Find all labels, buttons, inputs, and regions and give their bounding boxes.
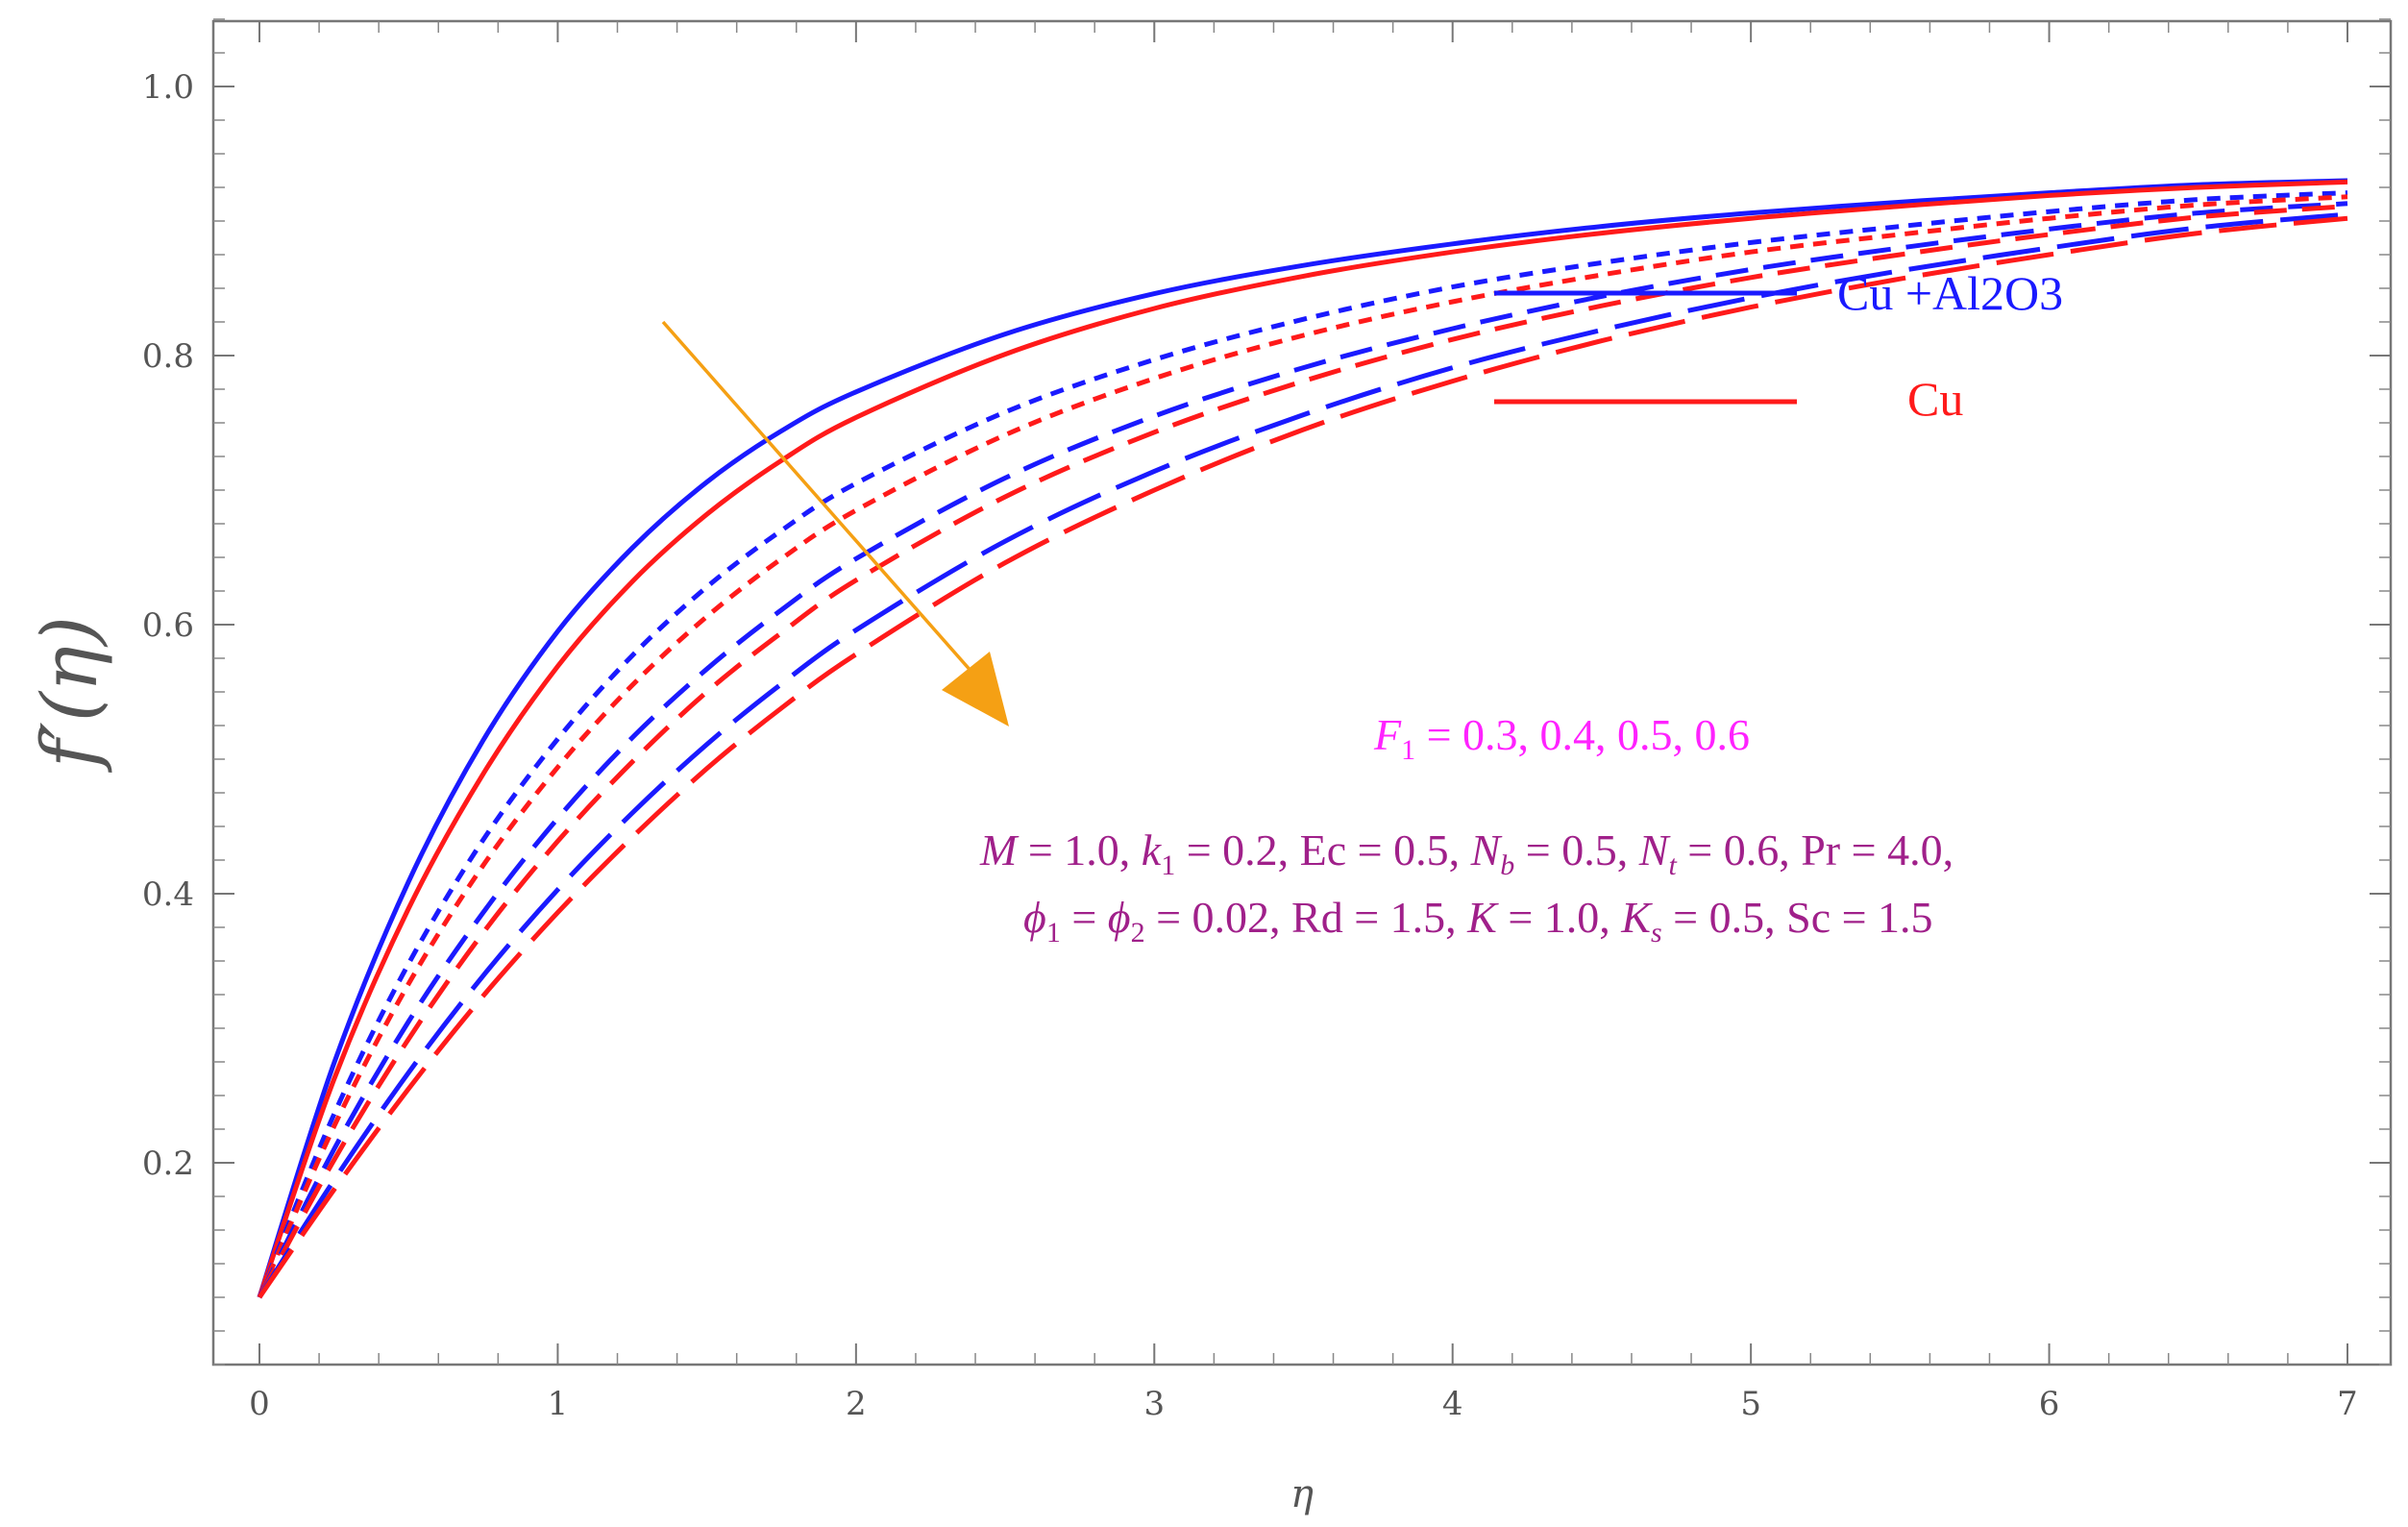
series-line-cu-f1-0-6 xyxy=(257,215,2348,1299)
x-tick-label: 2 xyxy=(846,1385,867,1423)
conditions-line-2: ϕ1 = ϕ2 = 0.02, Rd = 1.5, K = 1.0, Ks = … xyxy=(1023,893,1933,948)
x-tick-label: 0 xyxy=(249,1385,270,1423)
x-tick-label: 7 xyxy=(2337,1385,2358,1423)
parameter-label: F1 = 0.3, 0.4, 0.5, 0.6 xyxy=(1373,710,1750,766)
x-tick-label: 6 xyxy=(2039,1385,2060,1423)
x-tick-label: 1 xyxy=(548,1385,569,1423)
trend-arrow xyxy=(661,320,1009,727)
plot-frame xyxy=(211,19,2393,1367)
x-tick-label: 3 xyxy=(1143,1385,1165,1423)
series-line-cu-al2o3-f1-0-6 xyxy=(257,211,2348,1299)
series-line-cu-f1-0-4 xyxy=(257,194,2348,1298)
series-line-cu-f1-0-3 xyxy=(257,179,2348,1298)
y-tick-label: 0.6 xyxy=(142,606,194,645)
x-tick-label: 5 xyxy=(1740,1385,1761,1423)
series-line-cu-f1-0-5 xyxy=(257,204,2348,1299)
legend-label-cu-al2o3: Cu +Al2O3 xyxy=(1837,266,2063,320)
y-tick-label: 1.0 xyxy=(142,68,194,107)
series-line-cu-al2o3-f1-0-5 xyxy=(257,201,2348,1299)
tick-labels: 0 1 2 3 4 5 6 7 0.2 0.4 0.6 0.8 1.0 xyxy=(142,68,2358,1423)
series-line-cu-al2o3-f1-0-3 xyxy=(257,178,2348,1298)
y-tick-label: 0.8 xyxy=(142,337,194,376)
conditions-line-1: M = 1.0, k1 = 0.2, Ec = 0.5, Nb = 0.5, N… xyxy=(979,825,1953,881)
axis-ticks xyxy=(213,18,2391,1366)
y-tick-label: 0.4 xyxy=(142,875,194,914)
y-tick-label: 0.2 xyxy=(142,1145,194,1183)
x-tick-label: 4 xyxy=(1442,1385,1463,1423)
legend-label-cu: Cu xyxy=(1907,372,1963,426)
series-line-cu-al2o3-f1-0-4 xyxy=(257,190,2348,1298)
y-axis-title: f′(η) xyxy=(25,616,114,773)
x-axis-title: η xyxy=(1290,1472,1314,1516)
legend: Cu +Al2O3 Cu xyxy=(1494,266,2063,426)
series-lines xyxy=(257,178,2348,1299)
